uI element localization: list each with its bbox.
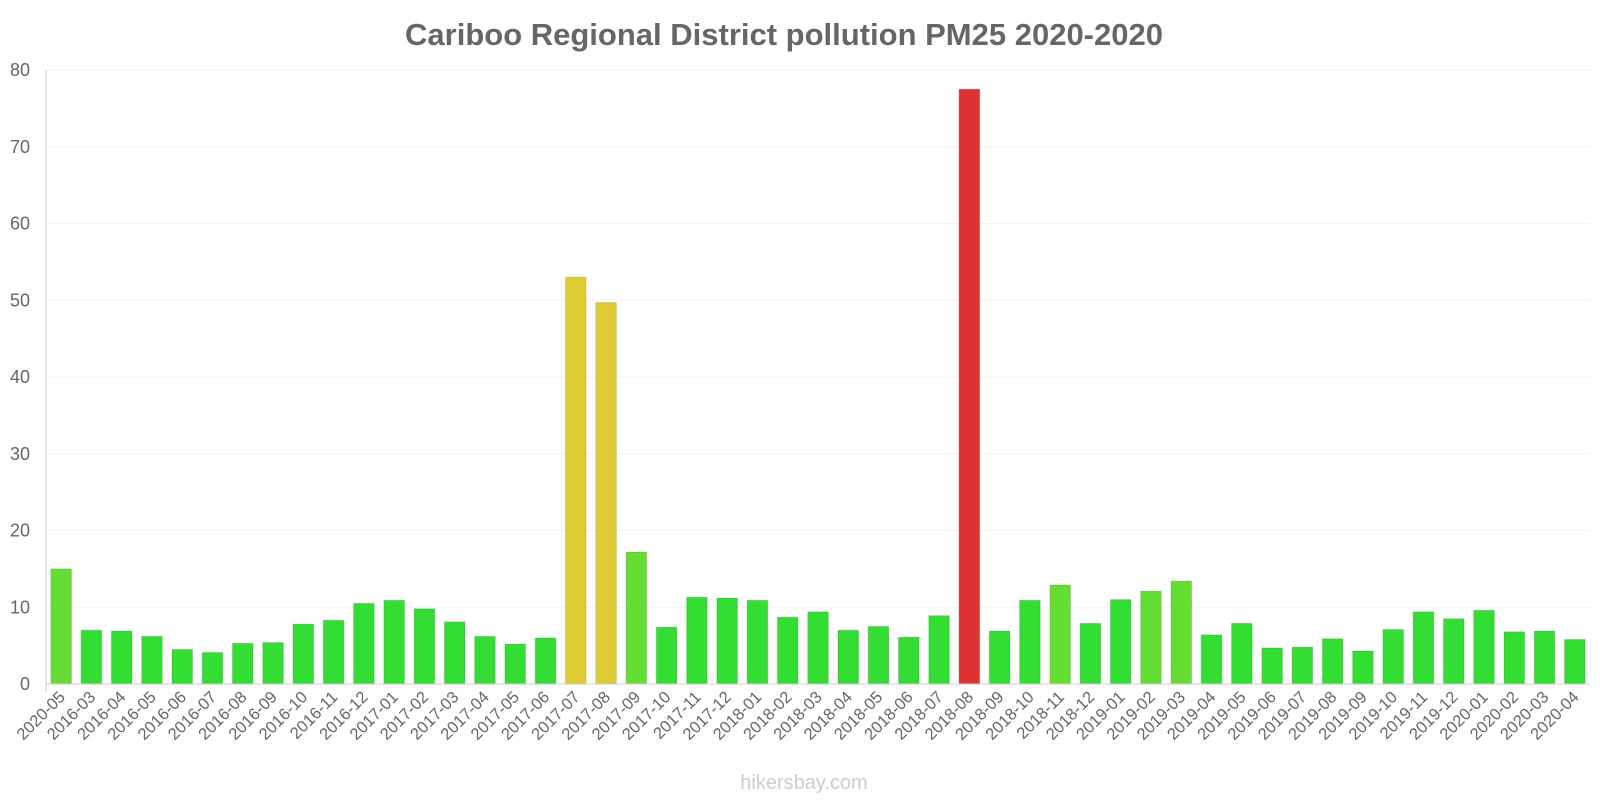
bar-2016-03 [80, 629, 103, 685]
bar-2017-08 [595, 302, 617, 685]
bar-2019-12 [1442, 618, 1465, 685]
bar-2018-11 [1049, 584, 1071, 685]
bar-2019-11 [1412, 611, 1435, 685]
bar-2017-12 [716, 597, 738, 685]
bar-2018-05 [867, 625, 890, 685]
bar-2018-10 [1019, 599, 1041, 685]
y-tick-label: 70 [10, 137, 30, 157]
y-tick-label: 60 [10, 214, 30, 234]
bar-2018-01 [746, 599, 769, 685]
bar-2017-10 [655, 626, 678, 685]
bar-2016-10 [292, 623, 315, 685]
bar-2019-08 [1321, 638, 1344, 685]
bar-2018-04 [837, 629, 860, 685]
bar-2016-07 [201, 652, 224, 685]
bar-2016-08 [231, 642, 254, 685]
bar-2018-09 [988, 630, 1011, 685]
bar-2020-05 [50, 568, 72, 685]
y-tick-label: 10 [10, 597, 30, 617]
bar-2018-12 [1079, 622, 1102, 685]
bar-2016-09 [262, 642, 284, 685]
bar-2016-11 [322, 619, 345, 685]
bar-2017-05 [504, 643, 527, 685]
y-tick-label: 20 [10, 521, 30, 541]
y-tick-label: 80 [10, 60, 30, 80]
bar-2020-04 [1564, 638, 1586, 685]
bar-2020-02 [1503, 631, 1526, 685]
bar-2020-01 [1473, 609, 1495, 685]
bar-2020-03 [1533, 630, 1556, 685]
bar-2019-06 [1261, 647, 1283, 685]
gridlines [46, 69, 1590, 608]
y-tick-label: 50 [10, 290, 30, 310]
bar-2016-05 [141, 635, 163, 685]
bar-2016-06 [171, 648, 194, 685]
y-tick-label: 0 [20, 674, 30, 694]
y-tick-label: 40 [10, 367, 30, 387]
bar-2017-03 [443, 621, 466, 685]
watermark: hikersbay.com [740, 772, 867, 794]
bar-2017-11 [686, 596, 708, 685]
bar-2019-03 [1170, 580, 1193, 685]
bar-2017-09 [625, 551, 648, 685]
bar-2016-12 [353, 602, 375, 685]
bar-2019-04 [1200, 634, 1223, 685]
bar-2016-04 [110, 630, 133, 685]
y-tick-label: 30 [10, 444, 30, 464]
bar-2018-08 [958, 88, 981, 685]
bars [50, 88, 1586, 685]
bar-2019-05 [1231, 622, 1253, 685]
chart-title: Cariboo Regional District pollution PM25… [405, 17, 1163, 52]
bar-2019-10 [1382, 629, 1405, 685]
x-axis-ticks: 2020-052016-032016-042016-052016-062016-… [13, 688, 1582, 744]
bar-2018-03 [807, 611, 829, 685]
bar-2017-02 [413, 608, 436, 685]
bar-2017-06 [534, 637, 557, 685]
bar-2019-01 [1109, 599, 1132, 685]
bar-2018-07 [928, 615, 950, 685]
bar-2017-04 [474, 635, 496, 685]
bar-2018-02 [776, 616, 799, 685]
bar-2018-06 [898, 636, 920, 685]
bar-2017-07 [565, 276, 587, 685]
bar-2017-01 [383, 599, 405, 685]
bar-2019-07 [1291, 646, 1314, 685]
bar-2019-09 [1352, 650, 1374, 685]
bar-2019-02 [1140, 590, 1162, 685]
y-axis-ticks: 0 10 20 30 40 50 60 70 80 [10, 60, 30, 694]
